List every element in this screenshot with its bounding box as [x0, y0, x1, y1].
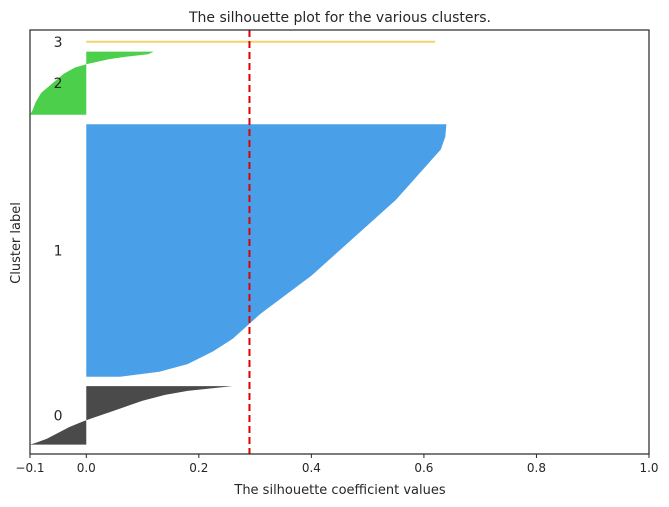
x-tick-label: −0.1 — [15, 461, 44, 475]
x-tick-label: 0.4 — [302, 461, 321, 475]
cluster-3-silhouette — [86, 40, 436, 43]
x-tick-label: 0.8 — [527, 461, 546, 475]
plot-area — [30, 40, 447, 445]
x-tick-label: 0.2 — [189, 461, 208, 475]
plot-frame — [29, 29, 650, 455]
cluster-2-silhouette — [30, 51, 154, 115]
cluster-label-0: 0 — [54, 408, 63, 424]
x-axis-label: The silhouette coefficient values — [233, 483, 445, 498]
cluster-label-1: 1 — [54, 243, 63, 259]
x-axis-ticks: −0.1 0.0 0.2 0.4 0.6 0.8 1.0 — [15, 454, 659, 475]
x-tick-label: 0.0 — [77, 461, 96, 475]
cluster-label-2: 2 — [54, 76, 63, 92]
chart-title: The silhouette plot for the various clus… — [188, 10, 491, 26]
x-tick-label: 0.6 — [414, 461, 433, 475]
cluster-1-silhouette — [86, 124, 447, 377]
cluster-0-silhouette — [30, 386, 233, 445]
cluster-label-3: 3 — [54, 35, 63, 51]
x-tick-label: 1.0 — [639, 461, 658, 475]
y-axis-label: Cluster label — [9, 202, 24, 284]
cluster-labels: 0 1 2 3 — [54, 35, 63, 425]
